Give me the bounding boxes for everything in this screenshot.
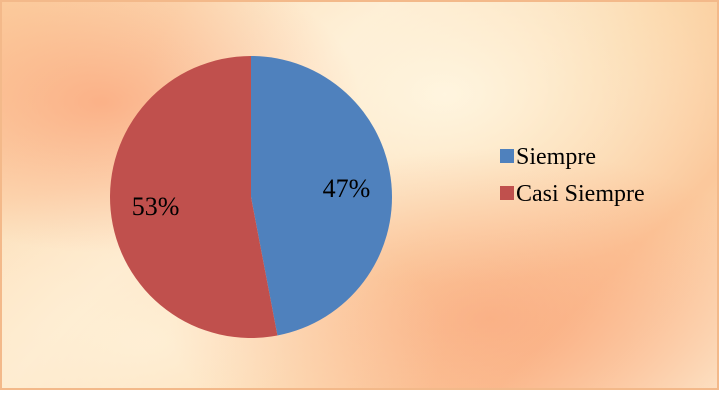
legend-label: Casi Siempre xyxy=(516,181,645,207)
legend-label: Siempre xyxy=(516,144,596,170)
pie-data-label-siempre: 47% xyxy=(323,174,371,203)
legend-entry-casi-siempre: Casi Siempre xyxy=(500,181,645,207)
legend-swatch xyxy=(500,149,514,163)
pie-chart: 47% 53% Siempre Casi Siempre xyxy=(109,56,645,338)
pie-slice-casi-siempre xyxy=(109,56,278,338)
legend: Siempre Casi Siempre xyxy=(500,144,645,207)
legend-swatch xyxy=(500,186,514,200)
pie-slice-siempre xyxy=(251,56,392,336)
pie-data-labels: 47% 53% xyxy=(132,174,371,221)
legend-entry-siempre: Siempre xyxy=(500,144,596,170)
pie-data-label-casi-siempre: 53% xyxy=(132,192,180,221)
pie-slices xyxy=(109,56,392,338)
